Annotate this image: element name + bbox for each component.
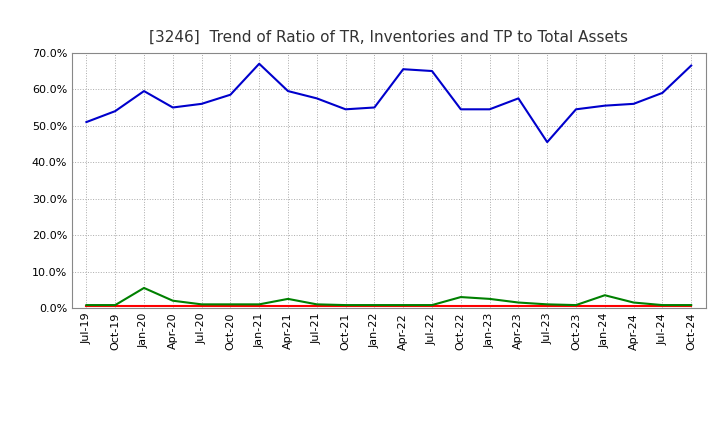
Trade Payables (428, 302, 436, 308)
Trade Receivables (312, 304, 321, 309)
Trade Receivables (600, 304, 609, 309)
Inventories (543, 139, 552, 145)
Inventories (456, 106, 465, 112)
Inventories (370, 105, 379, 110)
Trade Payables (514, 300, 523, 305)
Inventories (600, 103, 609, 108)
Trade Receivables (399, 304, 408, 309)
Trade Receivables (543, 304, 552, 309)
Trade Payables (399, 302, 408, 308)
Inventories (687, 63, 696, 68)
Trade Payables (572, 302, 580, 308)
Trade Receivables (456, 304, 465, 309)
Trade Receivables (284, 304, 292, 309)
Inventories (111, 109, 120, 114)
Trade Receivables (226, 304, 235, 309)
Trade Payables (485, 296, 494, 301)
Inventories (226, 92, 235, 97)
Inventories (312, 96, 321, 101)
Trade Payables (658, 302, 667, 308)
Trade Receivables (485, 304, 494, 309)
Inventories (428, 68, 436, 73)
Inventories (485, 106, 494, 112)
Trade Payables (82, 302, 91, 308)
Trade Payables (111, 302, 120, 308)
Trade Payables (456, 294, 465, 300)
Trade Payables (226, 302, 235, 307)
Inventories (399, 66, 408, 72)
Trade Payables (370, 302, 379, 308)
Trade Payables (341, 302, 350, 308)
Trade Payables (197, 302, 206, 307)
Inventories (572, 106, 580, 112)
Trade Receivables (514, 304, 523, 309)
Trade Payables (140, 285, 148, 290)
Trade Receivables (370, 304, 379, 309)
Inventories (168, 105, 177, 110)
Title: [3246]  Trend of Ratio of TR, Inventories and TP to Total Assets: [3246] Trend of Ratio of TR, Inventories… (149, 29, 629, 45)
Trade Receivables (168, 304, 177, 309)
Trade Payables (629, 300, 638, 305)
Trade Receivables (687, 304, 696, 309)
Inventories (341, 106, 350, 112)
Trade Payables (168, 298, 177, 303)
Inventories (658, 90, 667, 95)
Trade Receivables (572, 304, 580, 309)
Trade Receivables (255, 304, 264, 309)
Trade Receivables (140, 304, 148, 309)
Inventories (255, 61, 264, 66)
Trade Receivables (658, 304, 667, 309)
Inventories (629, 101, 638, 106)
Trade Receivables (428, 304, 436, 309)
Inventories (284, 88, 292, 94)
Trade Receivables (197, 304, 206, 309)
Line: Trade Payables: Trade Payables (86, 288, 691, 305)
Trade Payables (312, 302, 321, 307)
Trade Payables (687, 302, 696, 308)
Trade Receivables (82, 304, 91, 309)
Inventories (514, 96, 523, 101)
Trade Receivables (111, 304, 120, 309)
Line: Inventories: Inventories (86, 64, 691, 142)
Inventories (197, 101, 206, 106)
Trade Payables (600, 293, 609, 298)
Trade Payables (543, 302, 552, 307)
Inventories (82, 119, 91, 125)
Trade Payables (255, 302, 264, 307)
Trade Payables (284, 296, 292, 301)
Trade Receivables (629, 304, 638, 309)
Inventories (140, 88, 148, 94)
Trade Receivables (341, 304, 350, 309)
